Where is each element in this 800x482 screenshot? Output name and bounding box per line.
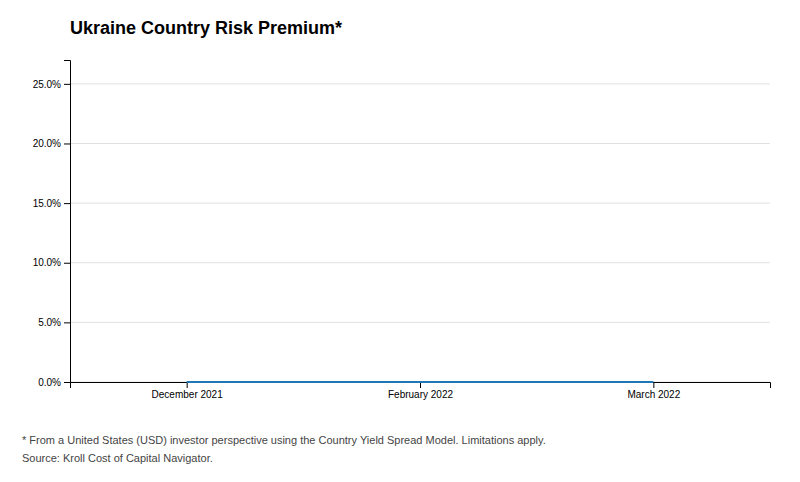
- x-tick: December 2021: [152, 382, 224, 400]
- x-tick-label: December 2021: [152, 389, 224, 400]
- y-tick: 20.0%: [33, 138, 70, 149]
- footer: * From a United States (USD) investor pe…: [22, 434, 546, 464]
- y-tick-mark: [64, 84, 70, 85]
- annotation: Source: Kroll Cost of Capital Navigator.: [22, 452, 213, 464]
- y-tick-label: 25.0%: [33, 79, 61, 90]
- x-tick-label: March 2022: [627, 389, 680, 400]
- grid: [70, 84, 770, 382]
- grid-line: [70, 203, 770, 204]
- y-tick-label: 20.0%: [33, 138, 61, 149]
- y-tick-mark: [64, 203, 70, 204]
- y-tick-label: 5.0%: [38, 317, 61, 328]
- y-tick: 25.0%: [33, 79, 70, 90]
- y-tick-mark: [64, 263, 70, 264]
- x-tick: February 2022: [388, 382, 453, 400]
- annotation: * From a United States (USD) investor pe…: [22, 434, 546, 446]
- y-tick-mark: [64, 143, 70, 144]
- y-axis: 0.0% 5.0% 10.0% 15.0% 20.0% 25.0%: [33, 61, 71, 388]
- y-axis-line: [64, 61, 71, 383]
- y-tick-label: 0.0%: [38, 377, 61, 388]
- x-tick-label: February 2022: [388, 389, 453, 400]
- line: [187, 381, 654, 383]
- y-tick: 10.0%: [33, 257, 70, 268]
- y-tick-label: 15.0%: [33, 198, 61, 209]
- plot: 0.0% 5.0% 10.0% 15.0% 20.0% 25.0% December 202…: [33, 61, 771, 401]
- chart: Ukraine Country Risk Premium* 0.0% 5.0% 10.…: [0, 0, 800, 482]
- y-tick: 0.0%: [38, 377, 70, 388]
- title: Ukraine Country Risk Premium*: [70, 18, 342, 38]
- y-tick-mark: [64, 322, 70, 323]
- x-axis-line: [71, 383, 771, 389]
- x-tick: March 2022: [627, 382, 680, 400]
- x-axis: December 2021 February 2022 March 2022: [71, 382, 771, 400]
- y-tick: 15.0%: [33, 198, 70, 209]
- y-tick-mark: [64, 382, 70, 383]
- y-tick-label: 10.0%: [33, 257, 61, 268]
- x-tick-mark: [653, 382, 654, 388]
- grid-line: [70, 322, 770, 323]
- grid-line: [70, 83, 770, 84]
- y-tick: 5.0%: [38, 317, 70, 328]
- grid-line: [70, 262, 770, 263]
- marks: [187, 382, 654, 383]
- grid-line: [70, 143, 770, 144]
